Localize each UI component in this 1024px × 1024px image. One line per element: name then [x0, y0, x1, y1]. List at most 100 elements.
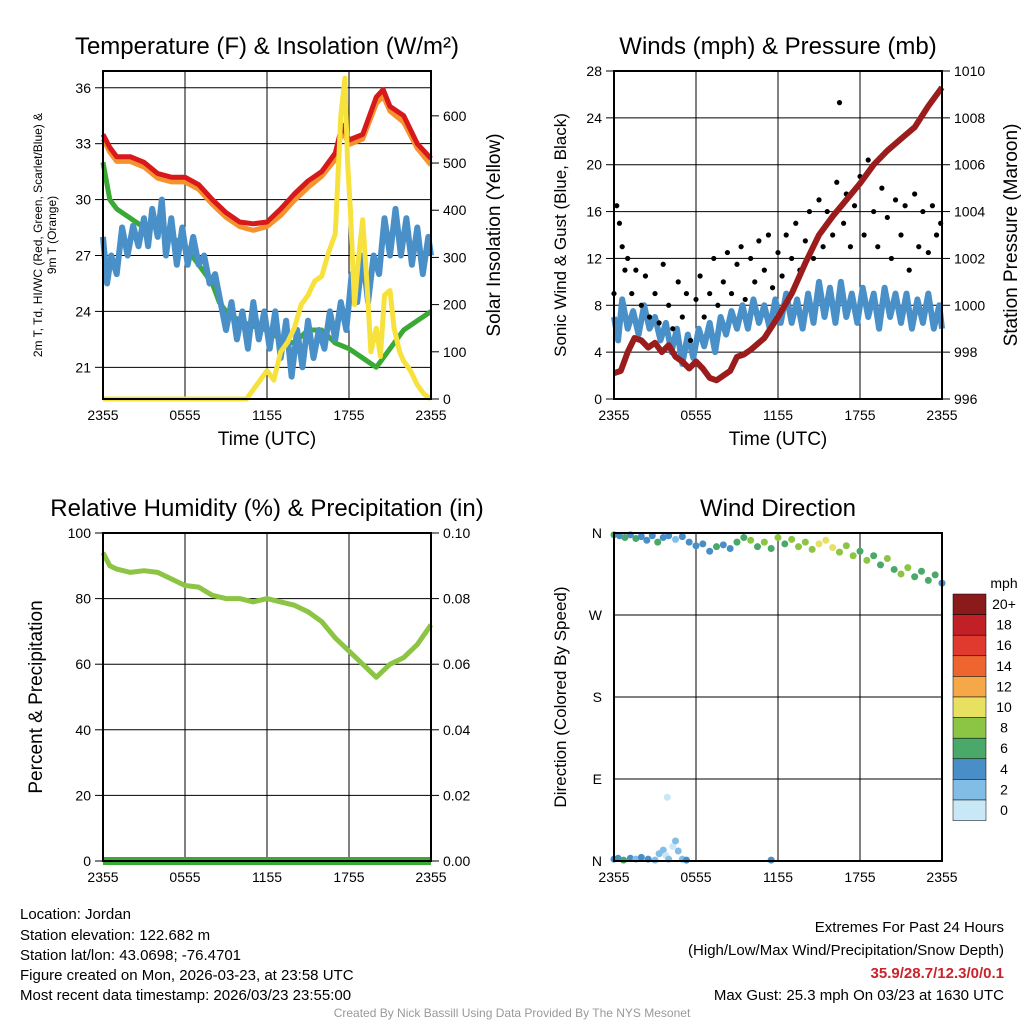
y2-tick-label: 1008 — [954, 110, 985, 126]
direction-point — [760, 538, 768, 546]
colorbar-title: mph — [990, 575, 1017, 591]
y-tick-label: 16 — [586, 204, 602, 220]
gust-point — [656, 320, 662, 326]
latlon-label: Station lat/lon: 43.0698; -76.4701 — [20, 947, 242, 964]
y-tick-label: 36 — [75, 80, 91, 96]
gust-point — [679, 314, 685, 320]
direction-point — [740, 534, 748, 542]
gust-point — [707, 290, 713, 297]
direction-point — [672, 837, 679, 845]
x-tick-label: 2355 — [598, 869, 629, 885]
direction-point — [897, 570, 905, 578]
gust-point — [865, 157, 871, 163]
y2-tick-label: 600 — [443, 108, 467, 124]
gust-point — [683, 290, 690, 297]
direction-point — [883, 555, 891, 563]
gust-point — [793, 220, 799, 226]
y-tick-label: 0 — [83, 853, 91, 869]
gust-point — [765, 232, 772, 238]
colorbar-label: 14 — [996, 658, 1012, 674]
x-tick-label: 1155 — [763, 869, 793, 885]
gust-point — [929, 203, 936, 209]
y-tick-label: 4 — [594, 344, 602, 360]
x-tick-label: 2355 — [415, 407, 446, 423]
gust-point — [724, 249, 731, 256]
direction-label: N — [592, 525, 602, 541]
direction-point — [836, 548, 843, 556]
gust-point — [861, 232, 867, 238]
gust-point — [666, 302, 672, 308]
gust-point — [816, 197, 822, 203]
gust-point — [748, 255, 754, 262]
gust-point — [711, 255, 717, 262]
y2-tick-label: 1006 — [954, 157, 985, 173]
gust-point — [761, 267, 767, 273]
recent-data-label: Most recent data timestamp: 2026/03/23 2… — [20, 987, 352, 1004]
gust-point — [912, 191, 918, 197]
y-axis-label: Percent & Precipitation — [26, 600, 47, 793]
gust-point — [789, 255, 795, 262]
gust-point — [728, 290, 735, 297]
gust-point — [830, 232, 836, 238]
direction-point — [870, 552, 878, 560]
gust-point — [629, 290, 635, 297]
x-tick-label: 0555 — [680, 407, 711, 423]
direction-point — [788, 535, 796, 543]
elevation-label: Station elevation: 122.682 m — [20, 927, 211, 944]
x-tick-label: 1155 — [252, 869, 282, 885]
direction-point — [637, 853, 645, 861]
gust-point — [888, 255, 895, 262]
gust-point — [851, 203, 858, 209]
direction-point — [692, 542, 700, 550]
y2-tick-label: 200 — [443, 297, 467, 313]
gust-point — [775, 249, 781, 256]
gust-point — [802, 238, 808, 244]
gust-point — [925, 249, 931, 256]
colorbar-label: 8 — [1000, 720, 1008, 736]
direction-point — [699, 540, 707, 548]
direction-point — [918, 567, 925, 575]
credit-label: Created By Nick Bassill Using Data Provi… — [333, 1006, 691, 1020]
gust-point — [879, 185, 885, 191]
direction-point — [842, 542, 850, 550]
gust-point — [646, 314, 653, 320]
direction-point — [904, 564, 912, 572]
gust-point — [633, 267, 639, 273]
y-tick-label: 24 — [586, 110, 602, 126]
direction-point — [632, 534, 640, 542]
gust-point — [625, 255, 631, 262]
direction-point — [674, 847, 682, 855]
y-tick-label: 20 — [75, 787, 91, 803]
direction-point — [877, 561, 884, 569]
series-station-pressure — [613, 85, 945, 384]
gust-point — [902, 203, 908, 209]
x-tick-label: 0555 — [169, 407, 200, 423]
colorbar-swatch — [952, 737, 987, 760]
colorbar-label: 4 — [1000, 761, 1008, 777]
gust-point — [693, 296, 699, 303]
y-tick-label: 60 — [75, 656, 91, 672]
colorbar-swatch — [952, 717, 987, 739]
direction-point — [726, 544, 734, 552]
plot-frame — [613, 532, 943, 862]
y-tick-label: 30 — [75, 192, 91, 208]
gust-point — [660, 261, 666, 267]
gust-point — [916, 244, 922, 250]
gust-point — [834, 179, 840, 185]
y2-tick-label: 500 — [443, 155, 467, 171]
colorbar-label: 16 — [996, 637, 1012, 653]
y-tick-label: 80 — [75, 591, 91, 607]
colorbar-swatch — [952, 634, 987, 657]
x-tick-label: 2355 — [87, 869, 118, 885]
colorbar-label: 20+ — [992, 596, 1016, 612]
gust-point — [824, 208, 830, 215]
colorbar-label: 2 — [1000, 781, 1008, 797]
y-tick-label: 8 — [594, 297, 602, 313]
y2-tick-label: 300 — [443, 249, 467, 265]
max-gust-label: Max Gust: 25.3 mph On 03/23 at 1630 UTC — [713, 987, 1004, 1004]
gust-point — [898, 232, 904, 238]
direction-point — [822, 536, 830, 544]
gust-point — [622, 267, 628, 273]
x-tick-label: 1155 — [763, 407, 793, 423]
y2-tick-label: 996 — [954, 391, 978, 407]
